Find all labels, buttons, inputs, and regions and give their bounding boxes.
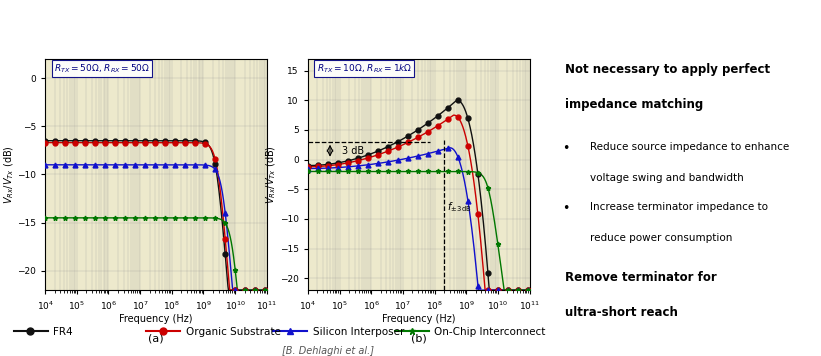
Text: •: • bbox=[562, 201, 570, 215]
Text: Silicon Interposer: Silicon Interposer bbox=[313, 327, 404, 337]
Text: ultra-short reach: ultra-short reach bbox=[565, 305, 678, 319]
Text: •: • bbox=[562, 142, 570, 155]
Text: [B. Dehlaghi et al.]: [B. Dehlaghi et al.] bbox=[282, 346, 374, 356]
Text: 3 dB: 3 dB bbox=[342, 146, 365, 156]
Text: voltage swing and bandwidth: voltage swing and bandwidth bbox=[590, 173, 744, 183]
Text: UCIe Reference Channel: UCIe Reference Channel bbox=[298, 11, 523, 30]
Text: Reduce source impedance to enhance: Reduce source impedance to enhance bbox=[590, 142, 789, 152]
Text: On-Chip Interconnect: On-Chip Interconnect bbox=[434, 327, 546, 337]
Y-axis label: $V_{Rx}/V_{Tx}$ (dB): $V_{Rx}/V_{Tx}$ (dB) bbox=[2, 145, 16, 204]
X-axis label: Frequency (Hz): Frequency (Hz) bbox=[382, 314, 456, 324]
Text: impedance matching: impedance matching bbox=[565, 98, 704, 111]
Text: Increase terminator impedance to: Increase terminator impedance to bbox=[590, 201, 768, 211]
Y-axis label: $V_{Rx}/V_{Tx}$ (dB): $V_{Rx}/V_{Tx}$ (dB) bbox=[265, 145, 278, 204]
Text: $f_{\pm3\,\mathrm{dB}}$: $f_{\pm3\,\mathrm{dB}}$ bbox=[447, 200, 472, 214]
Text: $R_{TX}=50\Omega$, $R_{RX}=50\Omega$: $R_{TX}=50\Omega$, $R_{RX}=50\Omega$ bbox=[54, 62, 150, 75]
Text: Not necessary to apply perfect: Not necessary to apply perfect bbox=[565, 63, 770, 76]
Text: (a): (a) bbox=[148, 333, 164, 343]
Text: Organic Substrate: Organic Substrate bbox=[186, 327, 281, 337]
Text: $R_{TX}=10\Omega$, $R_{RX}=1k\Omega$: $R_{TX}=10\Omega$, $R_{RX}=1k\Omega$ bbox=[317, 62, 412, 75]
Text: FR4: FR4 bbox=[53, 327, 73, 337]
X-axis label: Frequency (Hz): Frequency (Hz) bbox=[119, 314, 193, 324]
Text: Remove terminator for: Remove terminator for bbox=[565, 271, 717, 284]
Text: (b): (b) bbox=[410, 333, 427, 343]
Text: reduce power consumption: reduce power consumption bbox=[590, 233, 732, 243]
